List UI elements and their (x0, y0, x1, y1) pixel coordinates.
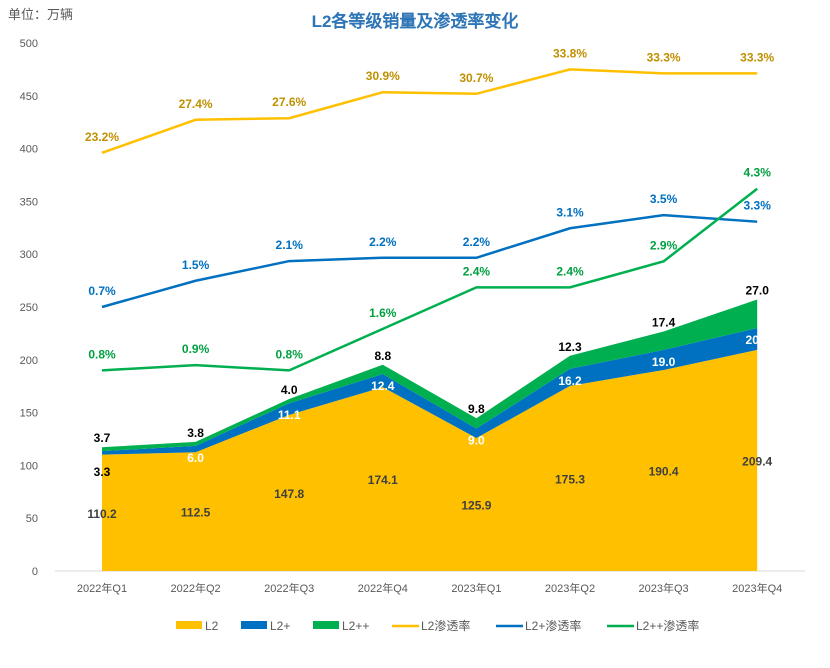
rate-data-label: 30.9% (366, 69, 400, 83)
rate-data-label: 33.3% (647, 50, 681, 64)
l2plus-data-label: 19.0 (652, 355, 676, 369)
rate-data-label: 2.9% (650, 238, 678, 252)
y-tick-label: 50 (26, 513, 38, 525)
line-series-2 (101, 213, 758, 309)
line-series-1 (101, 68, 758, 155)
x-tick-label: 2023年Q2 (545, 581, 595, 595)
line-series-3 (101, 187, 758, 372)
rate-data-label: 0.9% (182, 342, 210, 356)
chart-title: L2各等级销量及渗透率变化 (312, 11, 519, 31)
legend-label: L2+ (270, 619, 290, 633)
x-tick-label: 2023年Q4 (732, 581, 782, 595)
x-tick-label: 2022年Q4 (358, 581, 408, 595)
rate-data-label: 30.7% (459, 71, 493, 85)
legend-swatch (176, 621, 202, 629)
legend-label: L2 (205, 619, 219, 633)
y-tick-label: 150 (20, 408, 38, 420)
y-tick-label: 250 (20, 302, 38, 314)
y-tick-label: 200 (20, 355, 38, 367)
legend-label: L2渗透率 (421, 618, 470, 633)
y-tick-label: 400 (20, 144, 38, 156)
rate-data-label: 0.7% (88, 284, 116, 298)
rate-data-label: 2.1% (276, 238, 304, 252)
l2plusplus-data-label: 9.8 (468, 402, 485, 416)
l2plus-data-label: 9.0 (468, 434, 485, 448)
rate-data-label: 33.3% (740, 50, 774, 64)
rate-data-label: 0.8% (88, 347, 116, 361)
l2plus-data-label: 16.2 (558, 374, 582, 388)
x-tick-label: 2023年Q1 (451, 581, 501, 595)
x-tick-label: 2022年Q3 (264, 581, 314, 595)
unit-label: 单位：万辆 (8, 7, 73, 22)
rate-data-label: 23.2% (85, 130, 119, 144)
l2-data-label: 112.5 (181, 506, 211, 520)
x-tick-label: 2023年Q3 (639, 581, 689, 595)
l2-data-label: 147.8 (274, 487, 304, 501)
x-tick-label: 2022年Q2 (171, 581, 221, 595)
y-tick-label: 350 (20, 196, 38, 208)
y-tick-label: 450 (20, 91, 38, 103)
rate-data-label: 1.6% (369, 306, 397, 320)
l2-data-label: 175.3 (555, 472, 585, 486)
rate-data-label: 0.8% (276, 347, 304, 361)
y-tick-label: 0 (32, 566, 38, 578)
x-tick-label: 2022年Q1 (77, 581, 127, 595)
area-l2plusplus (102, 299, 758, 452)
legend-label: L2++渗透率 (636, 618, 699, 633)
l2-data-label: 190.4 (649, 464, 679, 478)
legend-swatch (241, 621, 267, 629)
rate-data-label: 2.4% (556, 264, 584, 278)
rate-data-label: 3.1% (556, 205, 584, 219)
rate-data-label: 33.8% (553, 46, 587, 60)
y-tick-label: 300 (20, 249, 38, 261)
l2plus-data-label: 12.4 (371, 379, 395, 393)
y-tick-label: 500 (20, 38, 38, 50)
l2plus-data-label: 6.0 (187, 451, 204, 465)
l2plusplus-data-label: 3.8 (187, 426, 204, 440)
rate-data-label: 4.3% (744, 166, 772, 180)
l2plusplus-data-label: 27.0 (746, 284, 770, 298)
l2plusplus-data-label: 17.4 (652, 315, 676, 329)
l2-data-label: 110.2 (87, 507, 117, 521)
rate-data-label: 27.4% (179, 97, 213, 111)
l2plus-data-label: 3.3 (94, 465, 111, 479)
legend-label: L2++ (342, 619, 369, 633)
l2plusplus-data-label: 12.3 (558, 340, 582, 354)
area-l2plus (102, 328, 758, 455)
l2plusplus-data-label: 4.0 (281, 383, 298, 397)
l2plusplus-data-label: 3.7 (94, 431, 111, 445)
legend-label: L2+渗透率 (525, 618, 581, 633)
rate-data-label: 2.4% (463, 264, 491, 278)
y-tick-label: 100 (20, 460, 38, 472)
rate-data-label: 2.2% (369, 235, 397, 249)
l2-data-label: 125.9 (461, 499, 491, 513)
rate-data-label: 3.3% (744, 199, 772, 213)
l2plusplus-data-label: 8.8 (374, 349, 391, 363)
l2-data-label: 174.1 (368, 473, 398, 487)
rate-data-label: 3.5% (650, 192, 678, 206)
l2plus-data-label: 20.7 (746, 333, 770, 347)
l2-data-label: 209.4 (742, 454, 772, 468)
area-l2 (102, 349, 758, 571)
rate-data-label: 2.2% (463, 235, 491, 249)
legend-swatch (313, 621, 339, 629)
l2plus-data-label: 11.1 (278, 408, 301, 422)
rate-data-label: 1.5% (182, 258, 210, 272)
rate-data-label: 27.6% (272, 95, 306, 109)
